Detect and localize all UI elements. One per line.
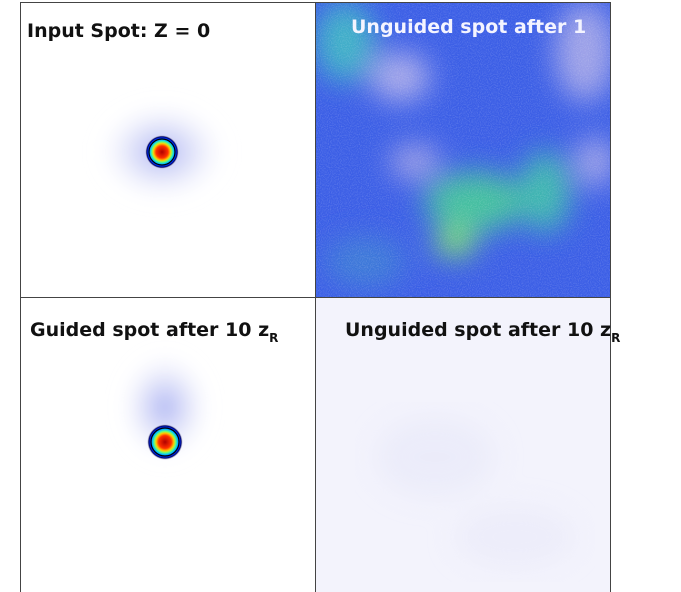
label-text: Guided spot after 10 z: [30, 319, 269, 341]
label-subscript: R: [611, 331, 620, 345]
panel-label: Unguided spot after 10 zR: [345, 319, 620, 345]
label-subscript: R: [269, 331, 278, 345]
frame: [315, 2, 611, 298]
frame: [20, 2, 316, 298]
label-text: Unguided spot after 10 z: [345, 319, 611, 341]
panel-label: Guided spot after 10 zR: [30, 319, 278, 345]
page: Input Spot: Z = 0 Unguided spot after 1: [0, 0, 681, 592]
